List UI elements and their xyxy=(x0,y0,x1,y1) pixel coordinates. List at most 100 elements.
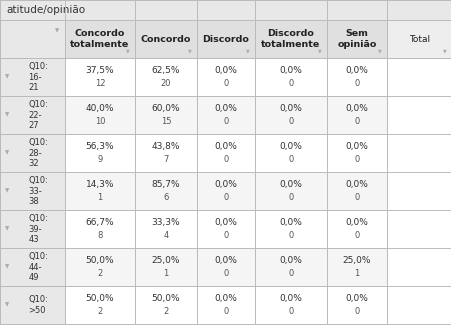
Text: Sem
opinião: Sem opinião xyxy=(336,29,376,49)
Text: Discordo
totalmente: Discordo totalmente xyxy=(261,29,320,49)
Bar xyxy=(0,58,65,96)
Bar xyxy=(197,134,254,172)
Text: 0: 0 xyxy=(288,116,293,125)
Bar xyxy=(197,20,254,58)
Text: 50,0%: 50,0% xyxy=(86,294,114,304)
Text: atitude/opinião: atitude/opinião xyxy=(6,5,85,15)
Text: 0,0%: 0,0% xyxy=(279,256,302,266)
Text: 0,0%: 0,0% xyxy=(279,142,302,151)
Text: 9: 9 xyxy=(97,154,102,163)
Text: 0,0%: 0,0% xyxy=(214,256,237,266)
Text: 0: 0 xyxy=(288,230,293,240)
Text: ▼: ▼ xyxy=(377,48,381,53)
Bar xyxy=(326,134,386,172)
Text: 4: 4 xyxy=(163,230,168,240)
Text: 0: 0 xyxy=(288,154,293,163)
Bar xyxy=(197,286,254,324)
Text: 0,0%: 0,0% xyxy=(345,105,368,113)
Text: 0: 0 xyxy=(223,230,228,240)
Bar xyxy=(254,248,326,286)
Text: ▼: ▼ xyxy=(55,29,59,33)
Text: Q10:
33-
38: Q10: 33- 38 xyxy=(28,176,48,206)
Text: 0,0%: 0,0% xyxy=(279,294,302,304)
Bar xyxy=(326,286,386,324)
Text: 0,0%: 0,0% xyxy=(279,67,302,75)
Text: 7: 7 xyxy=(163,154,168,163)
Bar xyxy=(0,248,65,286)
Text: Q10:
16-
21: Q10: 16- 21 xyxy=(28,62,48,92)
Bar xyxy=(326,58,386,96)
Text: 0: 0 xyxy=(223,79,228,87)
Text: 0: 0 xyxy=(354,154,359,163)
Bar xyxy=(197,248,254,286)
Text: 2: 2 xyxy=(163,306,168,316)
Bar xyxy=(197,96,254,134)
Text: Q10:
44-
49: Q10: 44- 49 xyxy=(28,252,48,282)
Text: 37,5%: 37,5% xyxy=(86,67,114,75)
Text: ▼: ▼ xyxy=(442,48,446,53)
Text: 0,0%: 0,0% xyxy=(279,105,302,113)
Text: 25,0%: 25,0% xyxy=(342,256,370,266)
Text: 56,3%: 56,3% xyxy=(86,142,114,151)
Bar xyxy=(326,248,386,286)
Bar xyxy=(254,134,326,172)
Text: 0: 0 xyxy=(354,79,359,87)
Text: 0,0%: 0,0% xyxy=(345,142,368,151)
Text: 0,0%: 0,0% xyxy=(345,218,368,227)
Text: ▼: ▼ xyxy=(5,112,9,118)
Text: 0: 0 xyxy=(354,306,359,316)
Bar xyxy=(65,210,135,248)
Text: ▼: ▼ xyxy=(318,48,321,53)
Bar xyxy=(326,172,386,210)
Text: 0,0%: 0,0% xyxy=(279,180,302,189)
Text: ▼: ▼ xyxy=(5,150,9,155)
Text: 62,5%: 62,5% xyxy=(152,67,180,75)
Text: 0,0%: 0,0% xyxy=(214,218,237,227)
Text: Q10:
22-
27: Q10: 22- 27 xyxy=(28,100,48,130)
Bar xyxy=(0,286,65,324)
Bar xyxy=(135,248,197,286)
Bar xyxy=(0,172,65,210)
Text: 0,0%: 0,0% xyxy=(345,294,368,304)
Text: Q10:
28-
32: Q10: 28- 32 xyxy=(28,138,48,168)
Text: 0: 0 xyxy=(354,192,359,202)
Text: ▼: ▼ xyxy=(246,48,249,53)
Text: ▼: ▼ xyxy=(5,303,9,307)
Text: 12: 12 xyxy=(95,79,105,87)
Text: 0: 0 xyxy=(288,306,293,316)
Text: ▼: ▼ xyxy=(5,265,9,269)
Text: 50,0%: 50,0% xyxy=(86,256,114,266)
Text: 0: 0 xyxy=(288,192,293,202)
Bar xyxy=(0,20,65,58)
Text: 0,0%: 0,0% xyxy=(279,218,302,227)
Bar xyxy=(65,20,135,58)
Bar xyxy=(326,20,386,58)
Bar xyxy=(65,286,135,324)
Text: 15: 15 xyxy=(161,116,171,125)
Bar xyxy=(254,286,326,324)
Text: 8: 8 xyxy=(97,230,102,240)
Bar xyxy=(135,210,197,248)
Text: ▼: ▼ xyxy=(188,48,192,53)
Bar xyxy=(135,286,197,324)
Bar xyxy=(197,172,254,210)
Bar xyxy=(0,210,65,248)
Bar xyxy=(326,96,386,134)
Bar xyxy=(197,58,254,96)
Text: Discordo: Discordo xyxy=(202,34,249,44)
Text: Concordo: Concordo xyxy=(141,34,191,44)
Text: 0: 0 xyxy=(288,268,293,278)
Text: 50,0%: 50,0% xyxy=(152,294,180,304)
Text: 0,0%: 0,0% xyxy=(345,180,368,189)
Text: 25,0%: 25,0% xyxy=(152,256,180,266)
Text: ▼: ▼ xyxy=(5,74,9,80)
Text: 0: 0 xyxy=(223,154,228,163)
Text: 0: 0 xyxy=(223,306,228,316)
Text: 0: 0 xyxy=(223,268,228,278)
Text: 85,7%: 85,7% xyxy=(152,180,180,189)
Text: 0,0%: 0,0% xyxy=(214,67,237,75)
Bar xyxy=(65,96,135,134)
Text: 33,3%: 33,3% xyxy=(152,218,180,227)
Text: ▼: ▼ xyxy=(126,48,129,53)
Bar xyxy=(0,0,451,20)
